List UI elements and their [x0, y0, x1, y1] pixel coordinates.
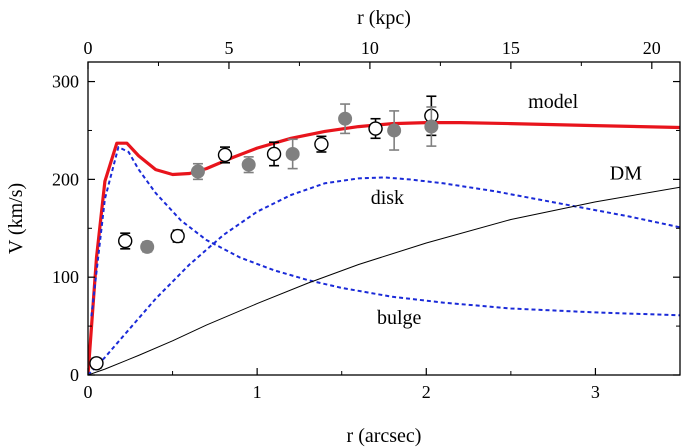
x2-tick-label: 0 [84, 38, 93, 58]
data-point-open [266, 146, 282, 162]
annotation-model: model [528, 91, 578, 113]
annotation-disk: disk [371, 187, 404, 209]
data-point-filled [424, 119, 439, 134]
x2-tick-label: 10 [361, 38, 379, 58]
data-point-filled [338, 111, 353, 126]
plot-frame [87, 61, 681, 376]
y-tick-label: 100 [52, 267, 79, 287]
x2-tick-label: 15 [502, 38, 520, 58]
data-point-open [368, 121, 383, 136]
annotation-dm: DM [610, 162, 642, 184]
x2-tick-label: 5 [224, 38, 233, 58]
data-point-filled [140, 239, 155, 254]
x2-tick-label: 20 [643, 38, 661, 58]
curves [88, 121, 680, 375]
data-point-open [314, 136, 329, 152]
axes [87, 61, 681, 376]
data-point-filled [285, 146, 300, 161]
x-tick-label: 1 [253, 382, 262, 402]
series-bulge-line [90, 146, 680, 317]
annotation-bulge: bulge [377, 307, 422, 329]
x-axis-label: r (arcsec) [347, 425, 422, 447]
y-tick-label: 200 [52, 169, 79, 189]
x2-axis-label: r (kpc) [357, 7, 411, 29]
data-point-open [217, 147, 233, 163]
data-points [89, 95, 439, 371]
data-point-open [118, 233, 133, 249]
series-dm-line [88, 186, 680, 375]
y-tick-label: 300 [52, 72, 79, 92]
series-model-line [88, 121, 680, 375]
data-point-open [89, 356, 104, 371]
x-tick-label: 3 [591, 382, 600, 402]
x-tick-label: 2 [422, 382, 431, 402]
series-disk-line [88, 176, 680, 375]
data-point-filled [241, 157, 256, 172]
data-point-open [170, 228, 185, 244]
data-point-filled [387, 123, 402, 138]
data-point-filled [190, 164, 205, 179]
x-tick-label: 0 [84, 382, 93, 402]
y-axis-label: V (km/s) [5, 183, 27, 254]
y-tick-label: 0 [70, 365, 79, 385]
